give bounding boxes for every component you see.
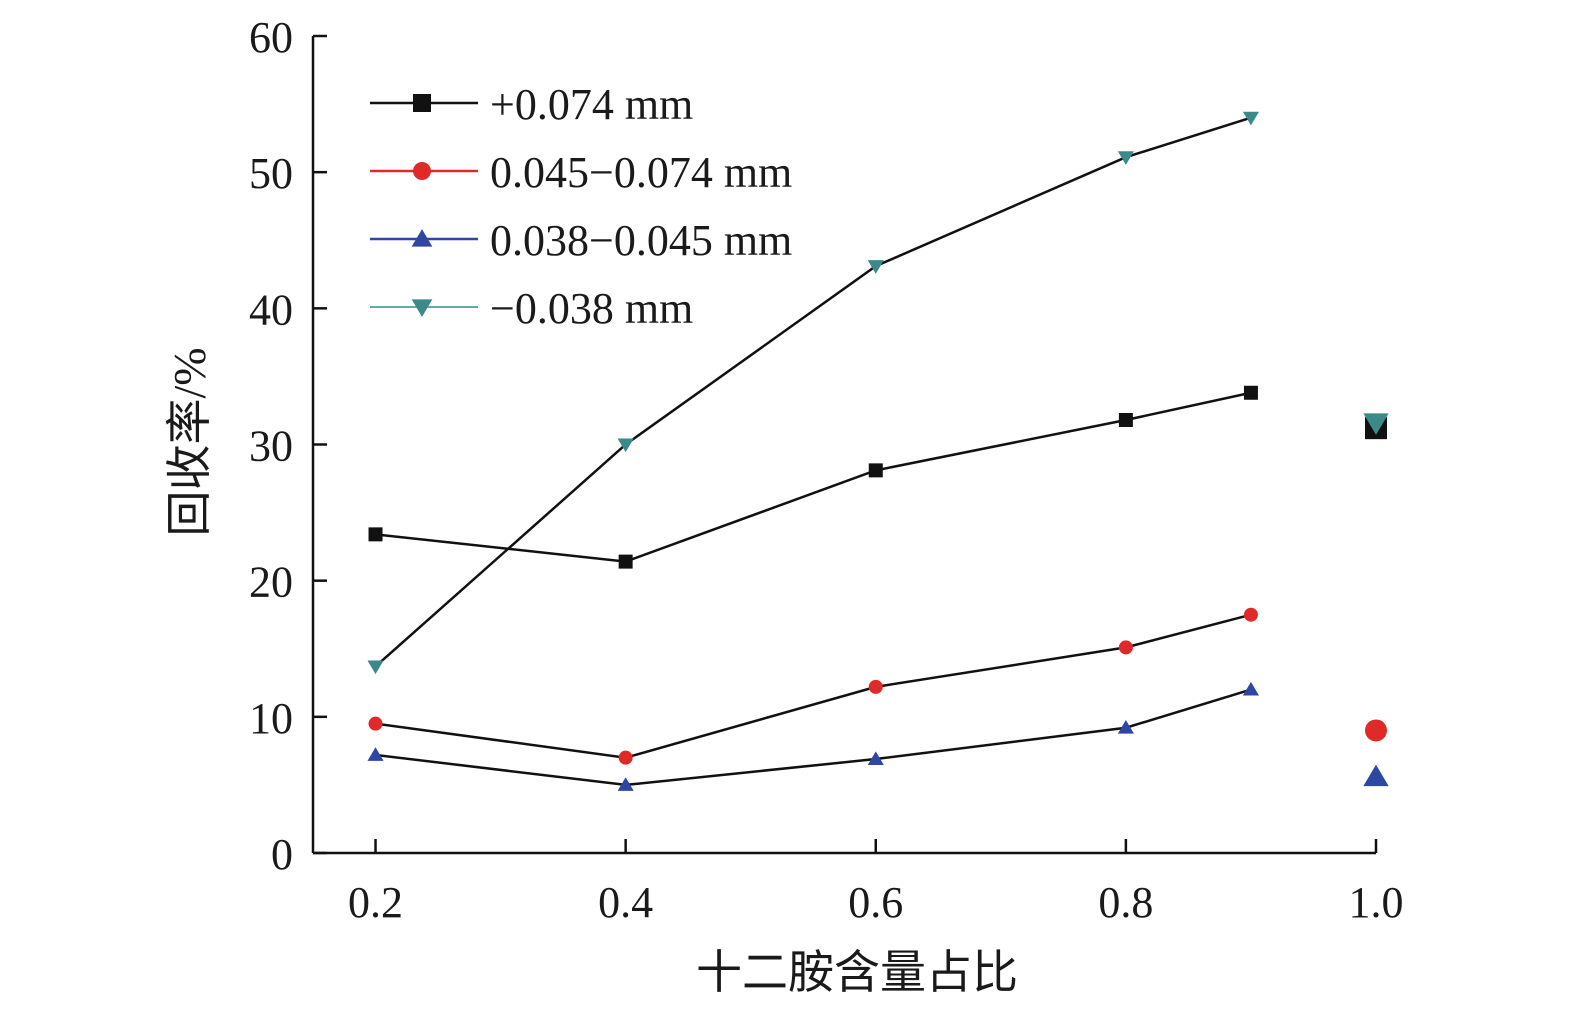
y-tick-label: 60 [249,13,293,62]
data-point [1117,151,1134,165]
y-tick-label: 0 [271,830,293,879]
legend-layer: +0.074 mm 0.045−0.074 mm 0.038−0.045 mm −0.… [370,80,792,333]
data-point-extra [1363,764,1389,787]
y-tick-label: 50 [249,149,293,198]
legend-marker [413,162,431,180]
y-tick-label: 20 [249,558,293,607]
legend-item-0: +0.074 mm [370,80,693,129]
data-point [617,438,634,453]
x-tick-label: 0.2 [348,878,403,927]
y-tick-label: 10 [249,694,293,743]
data-point-extra [1365,719,1387,742]
data-point [1243,607,1258,622]
data-point [1118,640,1133,655]
data-point [1118,412,1133,427]
data-point [868,463,883,478]
data-point [618,750,633,765]
data-point [367,747,384,761]
data-point [618,554,633,569]
x-tick-label: 0.6 [848,878,903,927]
legend-label: −0.038 mm [490,284,693,333]
series-layer [367,111,1389,791]
series-0 [368,385,1387,569]
series-3 [367,111,1389,675]
y-tick-label: 40 [249,285,293,334]
data-point [1117,720,1134,734]
legend-marker [411,229,433,247]
data-point-extra [1363,413,1389,435]
data-point [867,260,884,274]
data-point [368,527,383,542]
series-1 [368,607,1387,765]
data-point [867,751,884,765]
x-tick-label: 0.4 [598,878,653,927]
data-point [1242,681,1259,696]
data-point [1243,385,1258,400]
y-axis-title: 回收率/% [164,347,215,536]
series-line [374,116,1252,668]
y-tick-label: 30 [249,422,293,471]
x-tick-label: 0.8 [1098,878,1153,927]
data-point [367,660,384,675]
x-axis-title: 十二胺含量占比 [696,947,1018,998]
legend-item-2: 0.038−0.045 mm [370,216,792,265]
legend-item-1: 0.045−0.074 mm [370,148,792,197]
legend-item-3: −0.038 mm [370,284,693,333]
legend-label: +0.074 mm [490,80,693,129]
legend-marker [413,94,431,112]
data-point [868,679,883,694]
legend-label: 0.045−0.074 mm [490,148,792,197]
legend-label: 0.038−0.045 mm [490,216,792,265]
series-2 [367,681,1389,791]
data-point [617,777,634,791]
x-tick-label: 1.0 [1349,878,1404,927]
axes-layer: 0 10 20 30 40 50 60 0.2 0.4 0.6 0.8 1.0 [249,13,1404,927]
series-line [375,613,1252,759]
legend-marker [411,299,433,317]
data-point [368,716,383,731]
data-point [1242,111,1259,126]
